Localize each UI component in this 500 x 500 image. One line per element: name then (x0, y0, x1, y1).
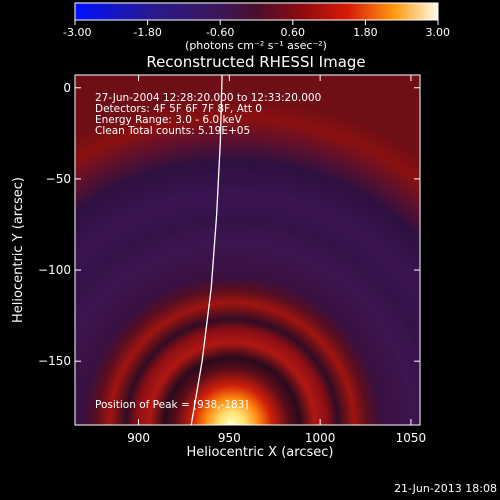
info-energy-range: Energy Range: 3.0 - 6.0 keV (95, 114, 243, 126)
x-axis-label: Heliocentric X (arcsec) (187, 445, 334, 460)
y-axis-label: Heliocentric Y (arcsec) (11, 177, 26, 323)
x-tick-label: 1000 (305, 431, 336, 445)
colorbar-tick-label: -3.00 (63, 26, 91, 39)
info-block: 27-Jun-2004 12:28:20.000 to 12:33:20.000… (95, 92, 321, 137)
colorbar-tick-label: 0.60 (281, 26, 306, 39)
heatmap-area (75, 75, 420, 425)
colorbar-ticks: -3.00 -1.80 -0.60 0.60 1.80 3.00 (63, 20, 450, 39)
colorbar-tick-label: -1.80 (133, 26, 161, 39)
colorbar-tick-label: 3.00 (426, 26, 451, 39)
plot-title: Reconstructed RHESSI Image (146, 53, 365, 71)
colorbar-gradient (74, 2, 439, 21)
y-tick-label: −150 (38, 354, 71, 368)
peak-position-label: Position of Peak = [938,-183] (95, 399, 249, 411)
colorbar-tick-label: -0.60 (206, 26, 234, 39)
axis-ticks: 900 950 1000 1050 0 −50 −100 −150 (38, 75, 426, 445)
y-tick-label: 0 (63, 81, 71, 95)
colorbar: -3.00 -1.80 -0.60 0.60 1.80 3.00 (photons cm⁻… (63, 2, 450, 52)
solar-limb-curve (190, 75, 223, 425)
heatmap-image (75, 75, 420, 425)
x-tick-label: 950 (218, 431, 241, 445)
colorbar-units-label: (photons cm⁻² s⁻¹ asec⁻²) (185, 39, 327, 52)
info-clean-counts: Clean Total counts: 5.19E+05 (95, 125, 250, 137)
x-tick-label: 900 (127, 431, 150, 445)
y-tick-label: −100 (38, 263, 71, 277)
x-tick-label: 1050 (396, 431, 427, 445)
y-tick-label: −50 (46, 172, 71, 186)
timestamp: 21-Jun-2013 18:08 (394, 482, 497, 495)
info-time-range: 27-Jun-2004 12:28:20.000 to 12:33:20.000 (95, 92, 321, 104)
info-detectors: Detectors: 4F 5F 6F 7F 8F, Att 0 (95, 103, 262, 115)
colorbar-tick-label: 1.80 (353, 26, 378, 39)
plot-frame (74, 74, 421, 426)
